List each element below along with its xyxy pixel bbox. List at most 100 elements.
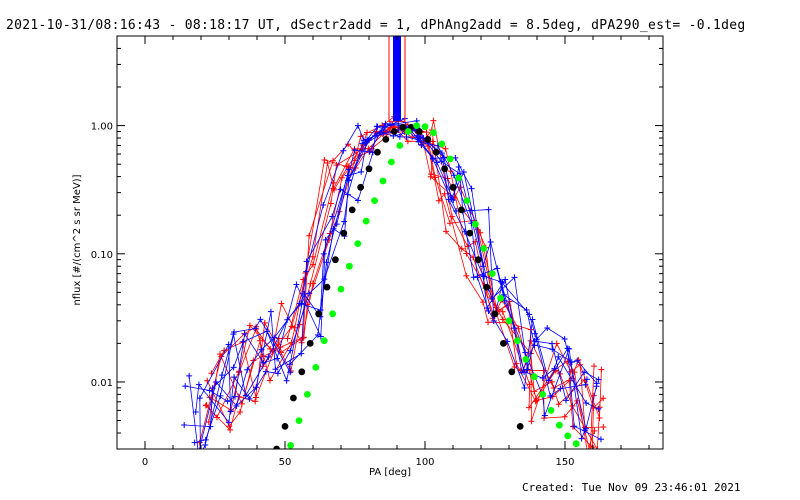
series-group (181, 36, 607, 462)
series-point-plus (494, 265, 501, 272)
series-point-plus (195, 456, 201, 462)
series-point-plus (578, 435, 585, 442)
series-point-plus (574, 357, 581, 364)
series-point-plus (463, 250, 470, 257)
series-point-dot (374, 148, 381, 156)
series-point-dot (514, 337, 521, 345)
series-point-dot (290, 394, 297, 402)
series-point-plus (329, 213, 336, 220)
series-point-dot (539, 391, 546, 398)
series-point-dot (466, 229, 474, 237)
series-point-plus (301, 291, 308, 298)
series-point-plus (286, 361, 293, 368)
series-point-plus (598, 366, 605, 373)
x-axis-label: PA [deg] (369, 467, 411, 478)
series-point-plus (287, 347, 294, 354)
series-point-plus (196, 395, 203, 402)
series-point-plus (262, 368, 269, 375)
series-point-plus (242, 392, 249, 399)
series-point-plus (582, 381, 589, 388)
series-point-plus (366, 148, 373, 155)
series-point-plus (331, 186, 338, 193)
series-point-plus (442, 145, 449, 152)
series-point-plus (438, 150, 445, 157)
series-point-plus (485, 319, 492, 326)
series-point-plus (327, 200, 334, 207)
series-point-dot (357, 183, 364, 191)
series-point-plus (532, 330, 539, 337)
series-point-plus (499, 316, 506, 323)
series-point-plus (468, 185, 475, 192)
series-point-plus (260, 359, 267, 366)
series-line (202, 124, 599, 449)
series-point-plus (549, 346, 556, 353)
series-point-plus (237, 409, 244, 416)
series-point-plus (278, 300, 285, 307)
series-point-plus (362, 140, 369, 147)
series-line (199, 125, 602, 449)
series-point-plus (213, 378, 220, 385)
series-point-plus (539, 375, 546, 382)
series-point-plus (345, 166, 352, 173)
series-point-plus (202, 436, 209, 443)
series-point-plus (317, 333, 324, 340)
series-point-plus (288, 339, 295, 346)
series-point-dot (315, 310, 322, 318)
series-point-plus (480, 272, 487, 279)
series-point-dot (564, 432, 572, 440)
series-point-plus (528, 418, 535, 425)
x-tick-label: 50 (279, 457, 292, 468)
series-line (194, 129, 597, 443)
series-point-plus (203, 401, 210, 408)
series-point-dot (497, 294, 504, 302)
series-point-dot (329, 310, 336, 318)
series-point-plus (433, 159, 440, 166)
series-point-plus (238, 400, 245, 407)
series-point-plus (252, 398, 259, 405)
series-point-dot (273, 445, 280, 449)
series-point-plus (320, 250, 327, 257)
series-point-plus (499, 280, 506, 287)
series-point-dot (337, 285, 345, 293)
series-point-plus (196, 439, 203, 446)
series-point-plus (429, 155, 436, 162)
series-point-plus (227, 408, 234, 415)
series-point-dot (371, 197, 378, 205)
series-point-dot (458, 206, 465, 214)
created-timestamp: Created: Tue Nov 09 23:46:01 2021 (522, 481, 741, 494)
series-point-plus (403, 133, 410, 140)
series-point-dot (281, 423, 289, 430)
x-tick-label: 150 (555, 457, 574, 468)
series-point-dot (455, 174, 462, 182)
series-point-plus (344, 163, 351, 170)
series-point-plus (583, 376, 590, 383)
series-point-plus (441, 190, 448, 197)
series-point-plus (380, 129, 387, 136)
series-point-plus (597, 436, 604, 443)
series-point-plus (333, 221, 340, 228)
series-point-dot (530, 373, 538, 381)
y-axis-label: nflux [#/(cm^2 s sr MeV)] (72, 174, 83, 305)
series-point-dot (491, 310, 499, 318)
series-point-plus (195, 450, 201, 456)
series-point-plus (287, 369, 294, 376)
series-point-dot (388, 158, 395, 166)
x-tick-label: 0 (142, 457, 148, 468)
series-point-plus (596, 404, 603, 411)
series-point-plus (561, 335, 568, 342)
series-point-plus (357, 133, 364, 140)
series-point-plus (430, 117, 437, 124)
series-point-dot (340, 229, 348, 237)
series-point-dot (404, 128, 412, 135)
series-point-plus (595, 376, 602, 383)
series-point-plus (284, 335, 291, 342)
series-point-plus (257, 316, 264, 323)
series-point-plus (404, 138, 411, 145)
series-point-plus (583, 400, 590, 407)
series-point-plus (354, 122, 361, 129)
series-point-dot (488, 270, 496, 277)
series-point-plus (230, 364, 237, 371)
series-point-dot (390, 128, 398, 135)
series-point-dot (430, 129, 437, 137)
series-point-plus (555, 401, 562, 408)
